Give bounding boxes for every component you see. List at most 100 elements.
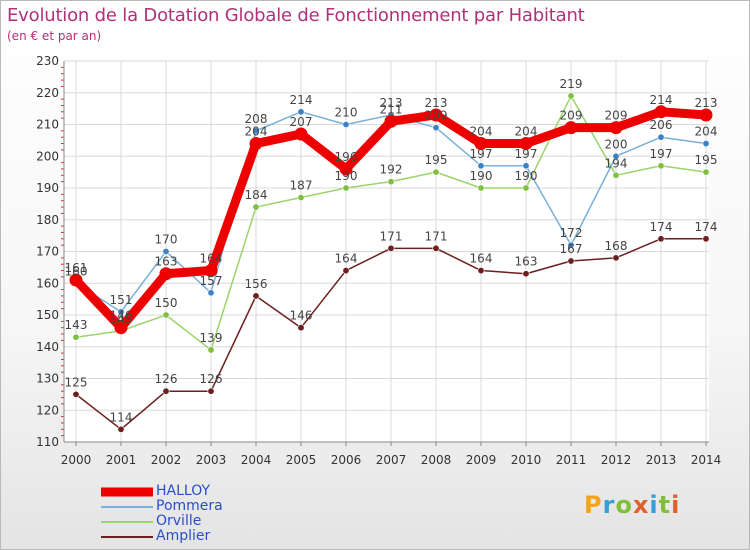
data-point-halloy [339,162,353,176]
data-label-pommera: 214 [290,93,313,107]
logo-letter: r [602,491,616,519]
data-label-amplier: 167 [560,242,583,256]
data-point-halloy [519,137,533,151]
data-label-halloy: 146 [110,309,133,323]
data-point-amplier [387,244,395,252]
y-tick-label: 160 [36,276,59,290]
data-label-pommera: 197 [515,147,538,161]
data-point-amplier [432,244,440,252]
data-point-orville [387,178,395,186]
data-point-pommera [297,108,305,116]
proxiti-logo: Proxiti [584,491,680,519]
data-label-pommera: 172 [560,226,583,240]
legend-label: HALLOY [156,483,211,499]
data-label-orville: 150 [155,296,178,310]
data-point-amplier [477,267,485,275]
data-point-orville [297,194,305,202]
data-point-orville [342,184,350,192]
data-point-amplier [612,254,620,262]
data-label-pommera: 210 [335,106,358,120]
data-label-orville: 195 [695,153,718,167]
data-label-orville: 184 [245,188,268,202]
x-tick-label: 2006 [331,453,362,467]
x-tick-label: 2010 [511,453,542,467]
data-label-halloy: 209 [560,109,583,123]
data-point-orville [207,346,215,354]
x-tick-label: 2007 [376,453,407,467]
legend-swatch [101,520,153,523]
data-point-halloy [159,267,173,281]
data-label-amplier: 174 [650,220,673,234]
x-tick-label: 2003 [196,453,227,467]
data-label-halloy: 163 [155,255,178,269]
data-point-halloy [429,108,443,122]
data-point-orville [702,168,710,176]
data-label-orville: 139 [200,331,223,345]
data-point-halloy [294,127,308,141]
data-point-halloy [204,264,218,278]
data-point-halloy [609,121,623,135]
data-point-amplier [657,235,665,243]
x-tick-label: 2012 [601,453,632,467]
data-point-halloy [474,137,488,151]
data-point-orville [162,311,170,319]
data-label-halloy: 211 [380,102,403,116]
data-point-orville [567,92,575,100]
data-point-halloy [384,114,398,128]
data-point-halloy [564,121,578,135]
data-label-amplier: 126 [155,372,178,386]
data-label-amplier: 146 [290,309,313,323]
data-point-pommera [432,124,440,132]
y-tick-label: 210 [36,118,59,132]
legend-item-halloy: HALLOY [101,484,223,499]
logo-letter: x [632,491,650,519]
data-label-halloy: 196 [335,150,358,164]
data-point-halloy [114,321,128,335]
x-tick-label: 2000 [61,453,92,467]
data-label-pommera: 209 [425,109,448,123]
logo-letter: t [658,491,672,519]
data-point-orville [657,162,665,170]
data-label-orville: 195 [425,153,448,167]
y-tick-label: 180 [36,213,59,227]
data-label-amplier: 168 [605,239,628,253]
x-tick-label: 2014 [691,453,722,467]
data-point-pommera [252,127,260,135]
data-label-amplier: 126 [200,372,223,386]
x-tick-label: 2009 [466,453,497,467]
data-label-orville: 145 [110,312,133,326]
data-point-orville [477,184,485,192]
data-point-amplier [567,257,575,265]
data-label-amplier: 174 [695,220,718,234]
legend-swatch [101,487,153,496]
data-label-amplier: 163 [515,255,538,269]
data-label-halloy: 164 [200,252,223,266]
data-point-pommera [117,308,125,316]
data-label-halloy: 213 [425,96,448,110]
data-point-halloy [69,273,83,287]
data-label-halloy: 213 [695,96,718,110]
data-label-halloy: 204 [515,125,538,139]
data-label-pommera: 200 [605,137,628,151]
legend-item-pommera: Pommera [101,499,223,514]
data-label-pommera: 213 [380,96,403,110]
y-tick-label: 140 [36,340,59,354]
data-label-amplier: 164 [335,252,358,266]
x-tick-label: 2005 [286,453,317,467]
data-label-amplier: 171 [380,229,403,243]
data-label-halloy: 209 [605,109,628,123]
data-point-pommera [207,289,215,297]
x-tick-label: 2002 [151,453,182,467]
data-point-orville [522,184,530,192]
data-point-halloy [654,105,668,119]
data-label-orville: 190 [470,169,493,183]
y-tick-label: 230 [36,54,59,68]
data-point-amplier [207,387,215,395]
data-point-pommera [162,248,170,256]
legend-swatch [101,505,153,508]
legend-label: Amplier [156,528,211,544]
logo-letter: i [671,491,681,519]
data-label-orville: 187 [290,179,313,193]
legend-item-amplier: Amplier [101,529,223,544]
